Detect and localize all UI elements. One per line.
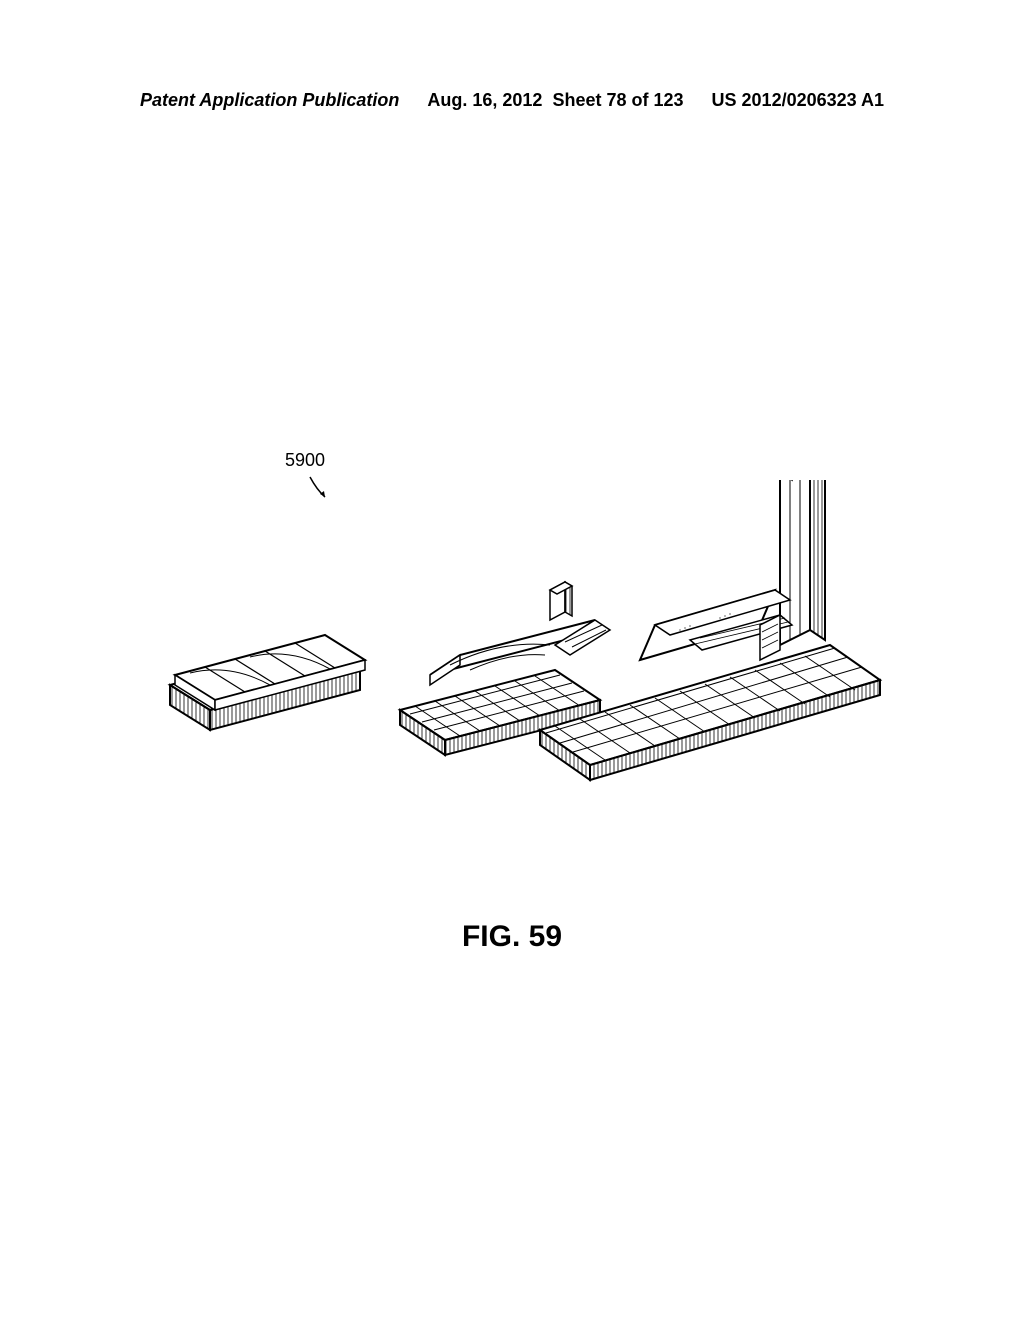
reference-numeral: 5900 xyxy=(285,450,325,471)
figure-59: 5900 xyxy=(140,480,884,900)
page-header: Patent Application Publication Aug. 16, … xyxy=(0,90,1024,111)
publication-number: US 2012/0206323 A1 xyxy=(712,90,884,111)
publication-type: Patent Application Publication xyxy=(140,90,399,111)
publication-date-sheet: Aug. 16, 2012 Sheet 78 of 123 xyxy=(427,90,683,111)
patent-page: Patent Application Publication Aug. 16, … xyxy=(0,0,1024,1320)
device-closed xyxy=(170,635,365,730)
device-drawings xyxy=(140,480,884,900)
reference-arrow xyxy=(305,472,335,502)
figure-caption: FIG. 59 xyxy=(0,920,1024,954)
